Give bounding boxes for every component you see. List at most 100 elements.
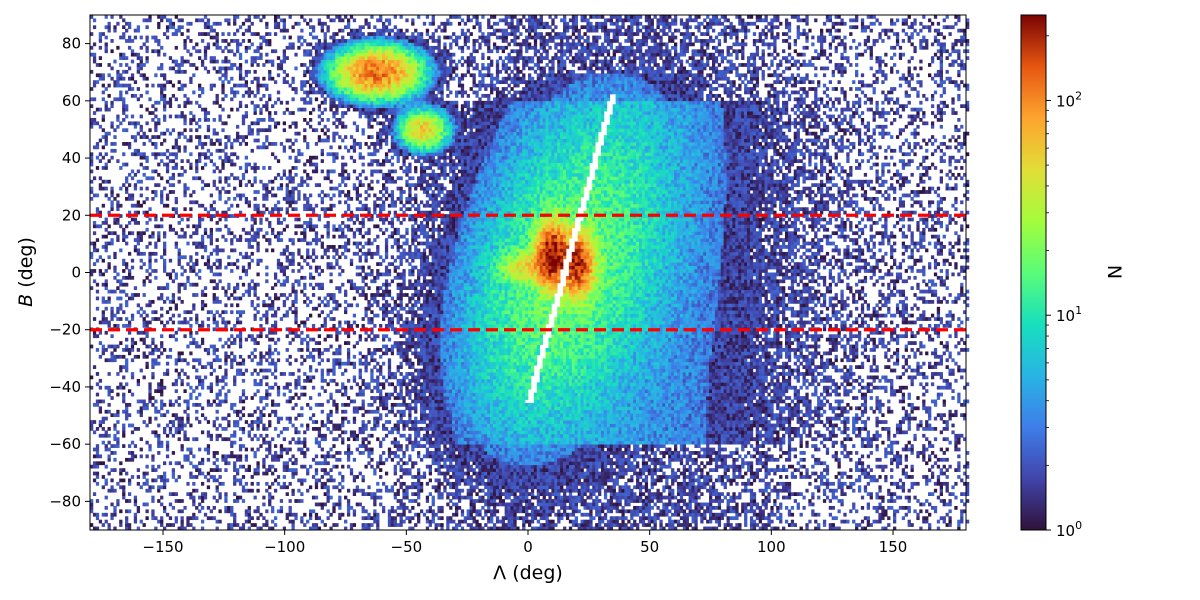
heatmap-cell xyxy=(90,255,94,260)
heatmap-cell xyxy=(259,361,263,366)
heatmap-cell xyxy=(241,176,246,181)
heatmap-cell xyxy=(271,193,275,198)
heatmap-cell xyxy=(273,124,278,129)
heatmap-cell xyxy=(376,28,380,33)
heatmap-cell xyxy=(203,32,208,36)
heatmap-cell xyxy=(230,454,234,459)
heatmap-cell xyxy=(101,420,105,424)
heatmap-cell xyxy=(297,131,301,136)
heatmap-cell xyxy=(379,354,383,359)
heatmap-cell xyxy=(236,286,240,291)
heatmap-cell xyxy=(238,361,243,366)
heatmap-cell xyxy=(200,255,205,260)
heatmap-cell xyxy=(98,138,103,143)
heatmap-cell xyxy=(352,56,357,60)
heatmap-cell xyxy=(174,330,178,335)
heatmap-cell xyxy=(113,413,117,418)
heatmap-cell xyxy=(352,231,357,236)
heatmap-cell xyxy=(303,227,307,232)
heatmap-cell xyxy=(361,289,365,294)
heatmap-cell xyxy=(136,169,140,174)
heatmap-cell xyxy=(136,28,140,33)
heatmap-cell xyxy=(379,59,383,64)
heatmap-cell xyxy=(338,190,342,194)
heatmap-cell xyxy=(90,190,94,194)
heatmap-cell xyxy=(367,21,371,26)
heatmap-cell xyxy=(352,183,357,188)
heatmap-cell xyxy=(107,107,111,112)
heatmap-cell xyxy=(227,207,231,212)
heatmap-cell xyxy=(329,169,333,174)
heatmap-cell xyxy=(174,382,178,387)
heatmap-cell xyxy=(376,512,380,517)
heatmap-cell xyxy=(341,138,345,143)
heatmap-cell xyxy=(364,509,368,514)
heatmap-cell xyxy=(104,241,108,246)
heatmap-cell xyxy=(346,437,351,442)
heatmap-cell xyxy=(198,93,202,98)
heatmap-cell xyxy=(113,344,117,349)
heatmap-cell xyxy=(323,107,327,112)
heatmap-cell xyxy=(285,512,289,517)
heatmap-cell xyxy=(329,35,333,40)
heatmap-cell xyxy=(209,241,213,246)
heatmap-cell xyxy=(268,348,272,352)
heatmap-cell xyxy=(379,413,383,418)
heatmap-cell xyxy=(273,368,278,373)
heatmap-cell xyxy=(92,221,97,225)
heatmap-cell xyxy=(344,97,348,102)
heatmap-cell xyxy=(361,245,365,249)
heatmap-cell xyxy=(367,107,371,112)
heatmap-cell xyxy=(236,478,240,483)
heatmap-cell xyxy=(206,135,211,139)
heatmap-cell xyxy=(382,423,386,428)
heatmap-cell xyxy=(279,444,284,448)
heatmap-cell xyxy=(163,32,167,36)
heatmap-cell xyxy=(218,402,222,407)
heatmap-cell xyxy=(376,73,380,78)
heatmap-cell xyxy=(119,279,123,284)
heatmap-cell xyxy=(189,255,193,260)
heatmap-cell xyxy=(142,375,146,380)
heatmap-cell xyxy=(265,183,269,188)
heatmap-cell xyxy=(171,420,176,424)
heatmap-cell xyxy=(238,320,243,325)
heatmap-cell xyxy=(300,238,304,242)
heatmap-cell xyxy=(113,196,117,201)
heatmap-cell xyxy=(323,348,327,352)
heatmap-cell xyxy=(119,519,123,524)
heatmap-cell xyxy=(268,142,272,146)
heatmap-cell xyxy=(92,83,97,88)
heatmap-cell xyxy=(382,138,386,143)
heatmap-cell xyxy=(285,183,289,188)
heatmap-cell xyxy=(236,317,240,321)
heatmap-cell xyxy=(250,279,254,284)
heatmap-cell xyxy=(212,348,216,352)
heatmap-cell xyxy=(323,207,327,212)
heatmap-cell xyxy=(379,348,383,352)
heatmap-cell xyxy=(370,269,374,273)
heatmap-cell xyxy=(212,420,216,424)
heatmap-cell xyxy=(297,488,301,493)
heatmap-cell xyxy=(352,509,357,514)
heatmap-cell xyxy=(352,375,357,380)
heatmap-cell xyxy=(177,114,181,119)
heatmap-cell xyxy=(183,526,187,531)
heatmap-cell xyxy=(294,289,298,294)
heatmap-cell xyxy=(320,152,324,157)
heatmap-cell xyxy=(332,224,336,229)
heatmap-cell xyxy=(332,402,336,407)
heatmap-cell xyxy=(177,396,181,400)
heatmap-cell xyxy=(247,354,251,359)
heatmap-cell xyxy=(177,430,181,435)
heatmap-cell xyxy=(367,145,371,150)
heatmap-cell xyxy=(297,282,301,287)
heatmap-cell xyxy=(285,138,289,143)
heatmap-cell xyxy=(317,138,322,143)
heatmap-cell xyxy=(276,454,281,459)
heatmap-cell xyxy=(349,87,354,91)
heatmap-cell xyxy=(180,416,184,421)
heatmap-cell xyxy=(271,118,275,122)
heatmap-cell xyxy=(379,100,383,105)
heatmap-cell xyxy=(358,45,362,50)
